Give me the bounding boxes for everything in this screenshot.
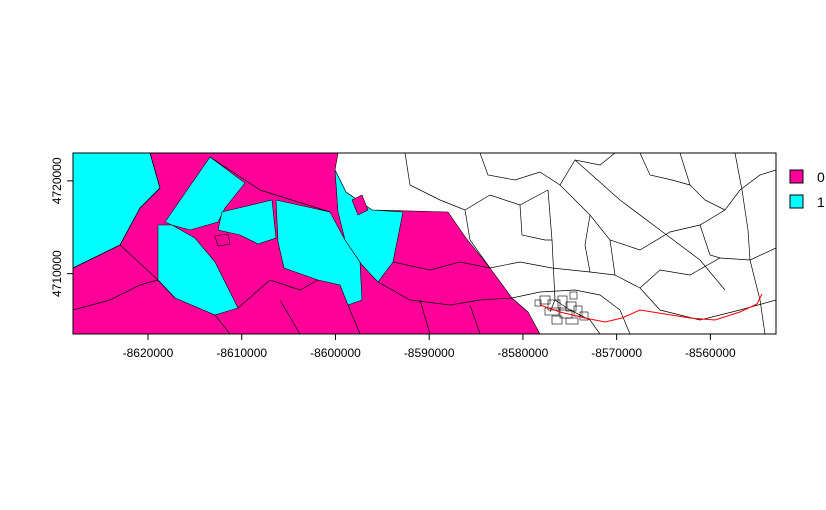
legend-label: 1 bbox=[817, 194, 825, 210]
y-tick-label: 4720000 bbox=[50, 157, 64, 204]
y-axis: 4710000 4720000 bbox=[50, 157, 74, 297]
x-tick-label: -8600000 bbox=[310, 346, 361, 360]
x-tick-label: -8570000 bbox=[591, 346, 642, 360]
legend-swatch bbox=[789, 194, 804, 209]
map-area bbox=[73, 153, 776, 334]
boundary-lines bbox=[73, 153, 513, 334]
class-1-region bbox=[217, 199, 277, 245]
x-tick-label: -8580000 bbox=[498, 346, 549, 360]
x-tick-label: -8620000 bbox=[123, 346, 174, 360]
class-0-region bbox=[214, 233, 231, 247]
x-tick-label: -8590000 bbox=[404, 346, 455, 360]
legend: 01 bbox=[789, 169, 825, 210]
y-tick-label: 4710000 bbox=[50, 250, 64, 297]
x-tick-label: -8560000 bbox=[685, 346, 736, 360]
legend-label: 0 bbox=[817, 169, 825, 185]
red-line-feature bbox=[539, 293, 763, 323]
x-tick-label: -8610000 bbox=[216, 346, 267, 360]
class-0-region bbox=[351, 194, 369, 216]
legend-swatch bbox=[789, 169, 804, 184]
x-axis: -8620000 -8610000 -8600000 -8590000 -8580000… bbox=[123, 333, 736, 360]
